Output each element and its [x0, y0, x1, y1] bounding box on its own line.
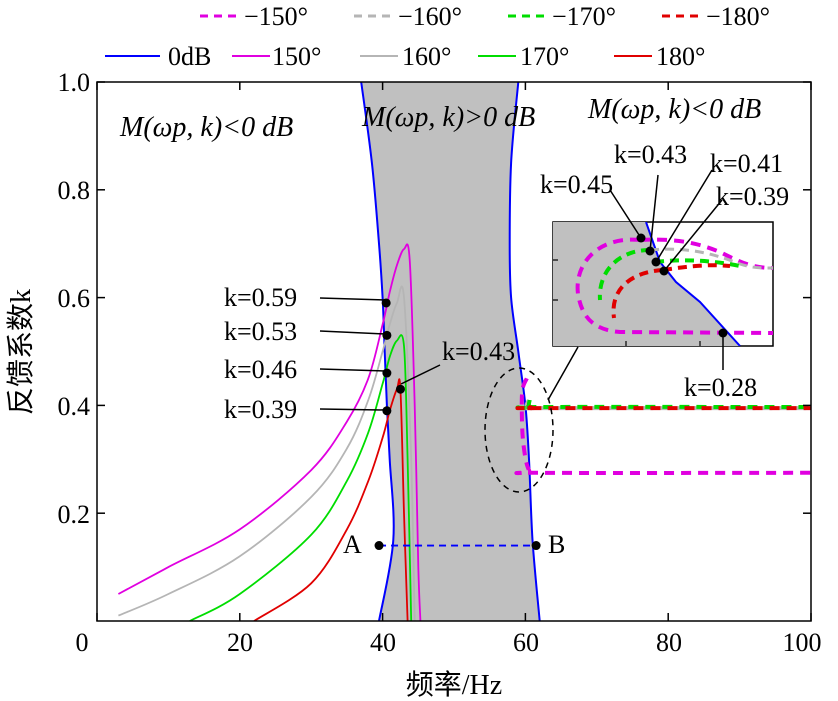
ab-line-group: [374, 541, 541, 551]
inset: k=0.45 k=0.43 k=0.41 k=0.39 k=0.28: [540, 140, 789, 402]
inset-neg170-curve-upper: [654, 258, 741, 268]
k-point-marker: [395, 384, 405, 394]
k-point-marker: [381, 298, 391, 308]
legend-label: −160°: [398, 2, 462, 31]
y-tick-label: 0.4: [58, 392, 91, 421]
legend-label: 150°: [272, 42, 321, 71]
series-curve-−150°: [514, 377, 811, 476]
k-label: k=0.59: [224, 283, 297, 312]
x-tick-labels: 0 20 40 60 80 100: [76, 628, 822, 657]
y-tick-label: 0.6: [58, 284, 91, 313]
legend-label: −150°: [244, 2, 308, 31]
legend-label: 180°: [656, 42, 705, 71]
inset-leader: [649, 174, 659, 252]
inset-k-label: k=0.43: [614, 140, 687, 169]
y-tick-label: 1.0: [58, 68, 91, 97]
k-point-marker: [382, 406, 392, 416]
inset-point: [636, 233, 646, 243]
inset-k-label: k=0.45: [540, 170, 613, 199]
inset-leader: [655, 169, 713, 263]
curve-layer: [117, 82, 811, 621]
leader-line: [319, 408, 387, 411]
inset-neg150-curve: [575, 237, 773, 335]
axis-ticks: [96, 81, 812, 621]
leader-line: [400, 364, 441, 385]
leader-line: [319, 330, 387, 335]
series-curve-170°: [189, 334, 413, 621]
k-label: k=0.46: [224, 355, 297, 384]
legend: −150° −160° −170° −180° 0dB 150° 160° 17…: [105, 2, 770, 71]
point-B-label: B: [548, 530, 565, 559]
inset-k-label: k=0.41: [710, 149, 783, 178]
leader-line: [319, 368, 387, 372]
x-tick-label: 80: [656, 628, 682, 657]
k-point-marker: [382, 330, 392, 340]
legend-label: 0dB: [168, 42, 211, 71]
x-tick-label: 40: [370, 628, 396, 657]
inset-neg160-curve: [649, 247, 773, 270]
k-point-marker: [382, 368, 392, 378]
zero-db-right-curve: [508, 82, 541, 621]
x-tick-label: 20: [227, 628, 253, 657]
series-curve-−180°: [515, 404, 811, 411]
k-label: k=0.53: [224, 317, 297, 346]
legend-label: −170°: [552, 2, 616, 31]
y-axis-label: 反馈系数k: [5, 289, 37, 415]
shaded-area: [361, 82, 540, 621]
legend-label: −180°: [706, 2, 770, 31]
zero-db-left-curve: [360, 82, 395, 621]
k-point-markers: [381, 298, 405, 416]
x-tick-label: 60: [513, 628, 539, 657]
region-label-middle: M(ωp, k)>0 dB: [361, 102, 535, 133]
series-curve-−170°: [515, 399, 811, 411]
zoom-ellipse: [484, 367, 554, 493]
inset-k-label: k=0.28: [684, 373, 757, 402]
y-tick-labels: 0.2 0.4 0.6 0.8 1.0: [58, 68, 91, 529]
inset-shaded-region: [553, 222, 740, 346]
series-curve-160°: [118, 285, 416, 621]
x-tick-label: 0: [76, 628, 89, 657]
k-label: k=0.39: [224, 395, 297, 424]
inset-point: [645, 246, 655, 256]
region-label-right: M(ωp, k)<0 dB: [587, 94, 761, 125]
k-annotations: k=0.59 k=0.53 k=0.46 k=0.39 k=0.43: [224, 283, 515, 424]
point-B-marker: [531, 541, 541, 551]
inset-point: [651, 257, 661, 267]
inset-point: [659, 266, 669, 276]
region-label-left: M(ωp, k)<0 dB: [119, 112, 293, 143]
inset-k-label: k=0.39: [716, 182, 789, 211]
inset-leader: [663, 199, 723, 272]
plot-frame: [96, 81, 812, 622]
series-curve-150°: [117, 243, 422, 621]
y-tick-label: 0.8: [58, 176, 91, 205]
inset-point: [718, 328, 728, 338]
point-A-marker: [374, 541, 384, 551]
y-tick-label: 0.2: [58, 500, 91, 529]
legend-label: 160°: [402, 42, 451, 71]
positive-gain-region: [361, 82, 540, 621]
legend-label: 170°: [520, 42, 569, 71]
series-curve-180°: [253, 378, 409, 621]
leader-line: [319, 297, 387, 301]
inset-neg180-curve-upper: [662, 263, 731, 272]
point-A-label: A: [343, 530, 362, 559]
x-axis-label: 频率/Hz: [406, 669, 502, 701]
inset-leader: [609, 189, 642, 239]
k-label: k=0.43: [442, 337, 515, 366]
x-tick-label: 100: [783, 628, 822, 657]
zoom-connector: [547, 346, 579, 401]
